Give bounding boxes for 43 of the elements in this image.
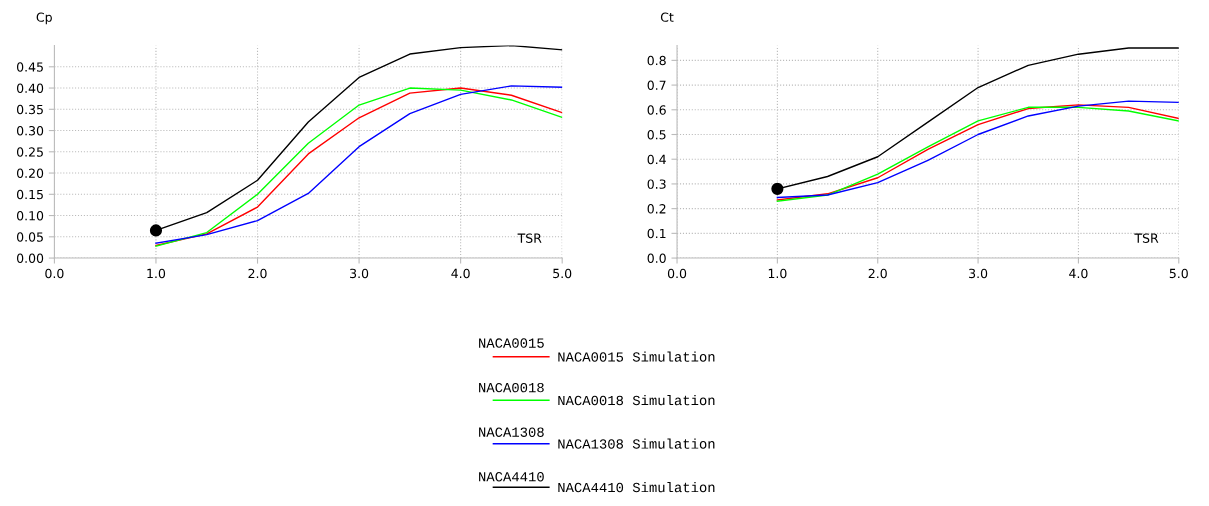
y-tick-label: 0.2	[647, 204, 666, 214]
x-tick-label: 2.0	[868, 268, 887, 279]
x-tick-label: 4.0	[1069, 268, 1088, 279]
y-tick-label: 0.4	[647, 154, 666, 165]
legend-label: NACA0018 Simulation	[558, 395, 715, 406]
text: NACA0015	[479, 338, 544, 348]
x-axis-title: TSR	[1134, 233, 1159, 243]
x-tick-label: 0.0	[45, 268, 64, 279]
text: NACA1308	[479, 427, 544, 437]
x-tick-label: 0.0	[667, 268, 687, 279]
x-tick-label: 1.0	[768, 268, 787, 279]
y-tick-label: 0.5	[647, 129, 666, 140]
x-tick-label: 1.0	[147, 268, 166, 279]
y-tick-label: 0.00	[16, 253, 44, 263]
x-tick-label: 5.0	[553, 268, 572, 279]
y-tick-label: 0.45	[16, 62, 43, 72]
y-tick-label: 0.1	[647, 228, 666, 239]
y-tick-label: 0.20	[16, 168, 44, 178]
y-tick-label: 0.05	[16, 232, 43, 242]
text: NACA0018	[479, 382, 544, 393]
x-tick-label: 4.0	[451, 268, 470, 279]
x-tick-label: 2.0	[248, 268, 267, 279]
y-tick-label: 0.10	[16, 211, 44, 221]
y-tick-label: 0.0	[647, 253, 666, 263]
x-axis-title: TSR	[517, 233, 542, 243]
y-tick-label: 0.8	[647, 55, 666, 66]
x-tick-label: 3.0	[969, 268, 988, 279]
legend-label: NACA1308 Simulation	[558, 438, 715, 449]
y-tick-label: 0.40	[16, 83, 44, 93]
legend-label: NACA0015 Simulation	[558, 351, 715, 362]
y-tick-label: 0.3	[647, 179, 666, 189]
y-tick-label: 0.35	[16, 104, 43, 115]
y-tick-label: 0.30	[16, 126, 44, 136]
x-tick-label: 5.0	[1169, 268, 1188, 279]
y-tick-label: 0.7	[647, 80, 666, 91]
y-axis-title: Cp	[36, 12, 52, 25]
y-tick-label: 0.15	[16, 189, 43, 200]
y-tick-label: 0.25	[16, 147, 43, 157]
text: NACA4410	[479, 472, 544, 482]
x-tick-label: 3.0	[350, 268, 369, 279]
legend-label: NACA4410 Simulation	[558, 482, 715, 493]
y-axis-title: Ct	[660, 12, 674, 22]
y-tick-label: 0.6	[647, 105, 666, 115]
